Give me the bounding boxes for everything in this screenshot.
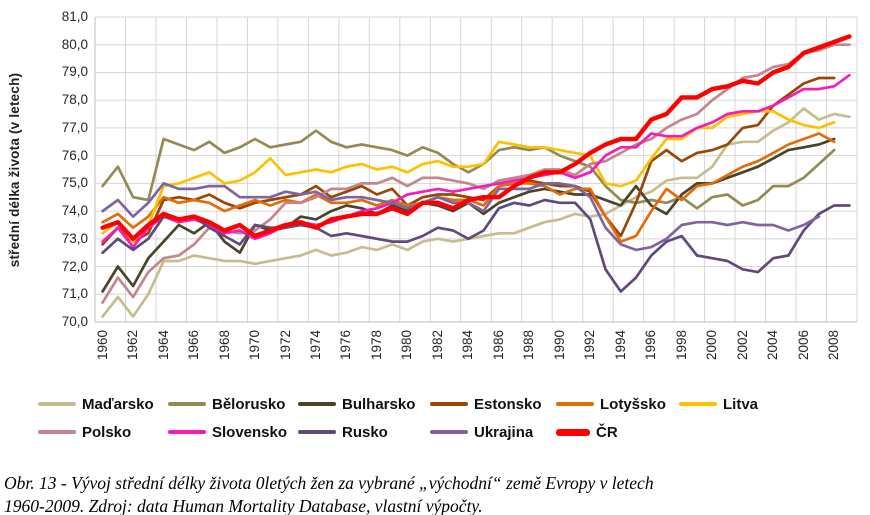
x-tick-label: 1996 [643, 330, 659, 361]
legend-swatch [298, 430, 336, 434]
legend-label: Bulharsko [342, 395, 416, 413]
legend-label: Ukrajina [474, 423, 534, 441]
y-tick-label: 79,0 [61, 64, 88, 80]
legend-swatch [556, 402, 594, 406]
series-line-Litva [101, 109, 836, 243]
series-line-Estonsko [101, 76, 836, 246]
legend-swatch [38, 430, 76, 434]
legend-item-Estonsko: Estonsko [430, 394, 542, 414]
legend-label: Litva [723, 395, 759, 413]
series-line-Slovensko [101, 73, 851, 249]
y-tick-label: 81,0 [61, 9, 88, 24]
x-tick-label: 1986 [490, 330, 506, 361]
legend-item-Slovensko: Slovensko [168, 422, 287, 442]
x-tick-label: 1964 [155, 330, 171, 361]
y-tick-label: 73,0 [61, 230, 88, 246]
y-tick-label: 75,0 [61, 175, 88, 191]
legend-label: Slovensko [212, 423, 288, 441]
series-line-Bělorusko [101, 129, 836, 210]
y-tick-label: 76,0 [61, 147, 88, 163]
caption-line-2: 1960-2009. Zdroj: data Human Mortality D… [4, 495, 483, 515]
x-tick-label: 1970 [247, 330, 263, 361]
y-axis-title: střední délka života (v letech) [7, 72, 22, 268]
legend-swatch [168, 402, 206, 406]
caption-line-1: Obr. 13 - Vývoj střední délky života 0le… [4, 472, 654, 493]
legend-label: Maďarsko [82, 395, 154, 413]
series-line-ČR [100, 34, 852, 241]
x-tick-label: 1980 [399, 330, 415, 361]
x-tick-label: 1994 [612, 330, 628, 361]
legend-item-Bělorusko: Bělorusko [168, 394, 285, 414]
legend-item-Maďarsko: Maďarsko [38, 394, 154, 414]
legend-label: Rusko [342, 423, 388, 441]
legend-label: Polsko [82, 423, 132, 441]
legend-label: Estonsko [474, 395, 542, 413]
legend-item-ČR: ČR [556, 422, 618, 442]
plot-area [94, 16, 858, 323]
x-tick-label: 1966 [186, 330, 202, 361]
x-tick-label: 1992 [582, 330, 598, 361]
legend-swatch [430, 402, 468, 406]
series-line-Maďarsko [101, 107, 851, 318]
x-tick-label: 1968 [216, 330, 232, 361]
legend-label: ČR [596, 423, 618, 441]
legend-swatch [679, 402, 717, 406]
x-tick-label: 1960 [94, 330, 110, 361]
legend-swatch [168, 430, 206, 434]
x-tick-label: 2002 [734, 330, 750, 361]
legend-item-Ukrajina: Ukrajina [430, 422, 533, 442]
y-tick-label: 78,0 [61, 92, 88, 108]
y-tick-label: 74,0 [61, 203, 88, 219]
x-tick-label: 1982 [429, 330, 445, 361]
x-tick-label: 1988 [521, 330, 537, 361]
x-tick-label: 1978 [368, 330, 384, 361]
y-tick-label: 77,0 [61, 119, 88, 135]
y-tick-label: 71,0 [61, 286, 88, 302]
x-tick-label: 2008 [826, 330, 842, 361]
y-tick-label: 70,0 [61, 314, 88, 329]
series-line-Bulharsko [101, 137, 836, 293]
x-tick-label: 1998 [673, 330, 689, 361]
legend-item-Polsko: Polsko [38, 422, 131, 442]
legend-item-Litva: Litva [679, 394, 758, 414]
legend-swatch [38, 402, 76, 406]
legend-item-Rusko: Rusko [298, 422, 388, 442]
x-tick-label: 1990 [551, 330, 567, 361]
legend-label: Bělorusko [212, 395, 286, 413]
x-tick-label: 1976 [338, 330, 354, 361]
x-tick-label: 1962 [125, 330, 141, 361]
legend-item-Bulharsko: Bulharsko [298, 394, 415, 414]
x-tick-label: 1984 [460, 330, 476, 361]
x-tick-label: 1974 [307, 330, 323, 361]
legend-label: Lotyšsko [600, 395, 666, 413]
x-tick-label: 2004 [765, 330, 781, 361]
legend-swatch [430, 430, 468, 434]
x-tick-label: 2000 [704, 330, 720, 361]
legend-swatch [298, 402, 336, 406]
x-tick-label: 2006 [795, 330, 811, 361]
y-tick-label: 80,0 [61, 36, 88, 52]
y-tick-label: 72,0 [61, 258, 88, 274]
legend-item-Lotyšsko: Lotyšsko [556, 394, 666, 414]
series-line-Rusko [101, 198, 851, 293]
figure-caption: Obr. 13 - Vývoj střední délky života 0le… [4, 472, 866, 515]
legend-swatch [556, 428, 590, 436]
line-chart: 81,0 80,0 79,0 78,0 77,0 76,0 75,0 74,0 73,0 72,0… [7, 9, 858, 442]
x-tick-label: 1972 [277, 330, 293, 361]
